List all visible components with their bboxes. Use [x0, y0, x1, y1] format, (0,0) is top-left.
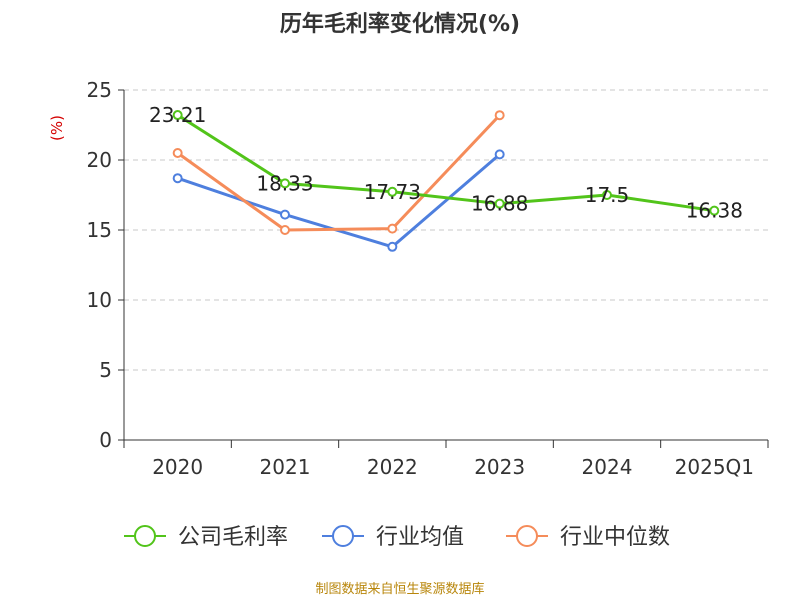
series-line [176, 114, 501, 232]
legend-marker [332, 525, 354, 547]
x-tick-label: 2022 [367, 455, 418, 479]
data-point [387, 186, 398, 197]
data-label: 17.73 [364, 180, 421, 204]
y-tick-label: 20 [87, 148, 112, 172]
data-point [387, 241, 398, 252]
x-tick-label: 2025Q1 [675, 455, 754, 479]
data-label: 17.5 [585, 183, 630, 207]
data-point [172, 110, 183, 121]
x-tick-label: 2024 [582, 455, 633, 479]
x-tick-label: 2023 [474, 455, 525, 479]
data-point [494, 110, 505, 121]
data-point [494, 198, 505, 209]
legend-label: 行业均值 [376, 525, 464, 550]
series-line [176, 113, 715, 213]
data-point [387, 223, 398, 234]
data-point [280, 209, 290, 220]
data-point [709, 205, 720, 216]
y-tick-label: 15 [87, 218, 112, 242]
data-label: 16.38 [686, 199, 743, 223]
chart-title: 历年毛利率变化情况(%) [279, 12, 521, 37]
x-tick-label: 2021 [260, 455, 311, 479]
data-point [172, 148, 183, 158]
x-tick-label: 2020 [152, 455, 203, 479]
legend-marker [516, 525, 538, 547]
data-point [172, 173, 183, 184]
data-label: 18.33 [256, 171, 313, 195]
legend-marker [134, 525, 156, 547]
data-point [602, 190, 612, 200]
data-point [280, 225, 290, 235]
y-tick-label: 5 [99, 358, 112, 382]
data-label: 23.21 [149, 103, 206, 127]
y-tick-label: 10 [87, 288, 112, 312]
data-label: 16.88 [471, 192, 528, 216]
data-point [494, 149, 505, 160]
data-point [280, 178, 290, 189]
legend-label: 行业中位数 [560, 525, 670, 550]
y-tick-label: 0 [99, 428, 112, 452]
y-axis-label: (%) [48, 115, 66, 141]
legend-label: 公司毛利率 [178, 525, 288, 550]
y-tick-label: 25 [87, 78, 112, 102]
data-source-note: 制图数据来自恒生聚源数据库 [315, 582, 485, 597]
